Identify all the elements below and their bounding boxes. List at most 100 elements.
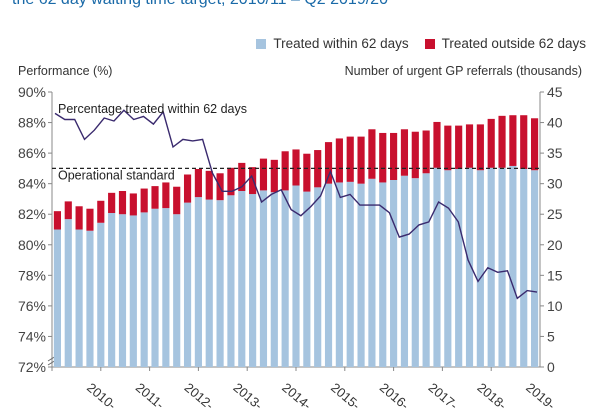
left-axis-title: Performance (%) xyxy=(18,64,113,78)
bar-outside xyxy=(183,174,192,203)
legend-label-outside: Treated outside 62 days xyxy=(441,36,586,51)
bar-outside xyxy=(259,158,268,191)
x-tick-label: 2010- xyxy=(84,380,119,413)
bar-outside xyxy=(64,201,72,220)
bar-within xyxy=(368,178,376,367)
bar-within xyxy=(303,191,311,367)
bar-within xyxy=(97,222,105,367)
bar-outside xyxy=(498,115,506,168)
bar-outside xyxy=(75,206,83,230)
bar-outside xyxy=(400,129,409,176)
bar-within xyxy=(357,183,365,367)
bar-within xyxy=(324,183,333,367)
right-tick-label: 0 xyxy=(547,359,555,375)
bar-within xyxy=(390,180,398,367)
bar-outside xyxy=(357,136,365,184)
right-axis-title: Number of urgent GP referrals (thousands… xyxy=(344,64,582,78)
legend: Treated within 62 days Treated outside 6… xyxy=(256,36,586,51)
chart-title: the 62 day waiting time target, 2010/11 … xyxy=(12,0,388,9)
x-tick-label: 2014- xyxy=(279,380,314,413)
bar-within xyxy=(129,215,137,367)
x-tick-label: 2011- xyxy=(133,380,167,412)
bar-outside xyxy=(108,192,116,213)
legend-swatch-within xyxy=(256,38,267,49)
bar-outside xyxy=(455,125,463,169)
bar-within xyxy=(346,181,354,367)
bar-outside xyxy=(194,169,202,198)
bar-outside xyxy=(324,142,333,184)
bar-outside xyxy=(205,170,213,200)
bar-within xyxy=(216,200,224,367)
x-tick-label: 2018- xyxy=(474,380,509,413)
right-tick-label: 20 xyxy=(547,237,563,253)
bar-outside xyxy=(97,200,105,223)
right-tick-label: 5 xyxy=(547,328,555,344)
bar-outside xyxy=(270,159,278,193)
bar-outside xyxy=(509,115,517,166)
left-tick-label: 88% xyxy=(18,115,46,131)
bar-within xyxy=(238,191,246,367)
bar-outside xyxy=(281,151,289,191)
legend-label-within: Treated within 62 days xyxy=(273,36,409,51)
bar-within xyxy=(183,202,192,367)
bar-within xyxy=(400,175,409,367)
bar-outside xyxy=(346,136,354,182)
bar-outside xyxy=(86,208,94,231)
right-tick-label: 40 xyxy=(547,115,563,131)
right-tick-label: 30 xyxy=(547,176,563,192)
bar-outside xyxy=(379,132,387,183)
bar-outside xyxy=(411,131,419,179)
bar-within xyxy=(86,230,94,367)
legend-swatch-outside xyxy=(424,38,435,49)
bar-within xyxy=(509,165,517,367)
bar-within xyxy=(108,213,116,367)
bar-within xyxy=(444,170,452,367)
bar-outside xyxy=(292,149,300,186)
x-tick-label: 2012- xyxy=(182,380,217,413)
percentage-line xyxy=(54,109,538,300)
right-tick-label: 25 xyxy=(547,206,563,222)
left-tick-label: 82% xyxy=(18,206,46,222)
legend-item-outside: Treated outside 62 days xyxy=(424,36,586,51)
left-tick-label: 90% xyxy=(18,84,46,100)
bar-outside xyxy=(422,130,430,174)
bar-within xyxy=(227,195,235,367)
bar-within xyxy=(433,167,441,367)
left-tick-label: 86% xyxy=(18,145,46,161)
bar-within xyxy=(487,167,495,367)
bar-within xyxy=(411,178,419,367)
bar-outside xyxy=(368,129,376,179)
left-tick-label: 84% xyxy=(18,176,46,192)
bar-within xyxy=(520,169,528,367)
bar-outside xyxy=(390,132,398,180)
bar-outside xyxy=(151,186,159,209)
bar-outside xyxy=(129,193,137,216)
bar-within xyxy=(173,214,181,367)
bar-within xyxy=(335,182,343,367)
x-tick-label: 2015- xyxy=(328,380,363,413)
left-tick-label: 78% xyxy=(18,267,46,283)
bar-outside xyxy=(487,118,495,168)
bar-within xyxy=(205,199,213,367)
bar-within xyxy=(249,194,257,367)
left-tick-label: 80% xyxy=(18,237,46,253)
bar-within xyxy=(64,219,72,367)
bar-within xyxy=(476,170,484,367)
bar-within xyxy=(422,173,430,367)
bar-within xyxy=(151,208,159,367)
bar-within xyxy=(455,169,463,367)
bar-outside xyxy=(173,186,181,215)
bar-within xyxy=(530,170,539,367)
percentage-line-label: Percentage treated within 62 days xyxy=(58,102,247,116)
bar-outside xyxy=(249,167,257,195)
bar-within xyxy=(75,229,83,367)
x-tick-label: 2016- xyxy=(377,380,412,413)
bar-within xyxy=(259,190,268,367)
right-tick-label: 15 xyxy=(547,267,563,283)
bar-within xyxy=(162,208,170,367)
bar-outside xyxy=(162,182,170,209)
bar-within xyxy=(194,197,202,367)
bar-outside xyxy=(118,191,127,215)
right-tick-label: 10 xyxy=(547,298,563,314)
